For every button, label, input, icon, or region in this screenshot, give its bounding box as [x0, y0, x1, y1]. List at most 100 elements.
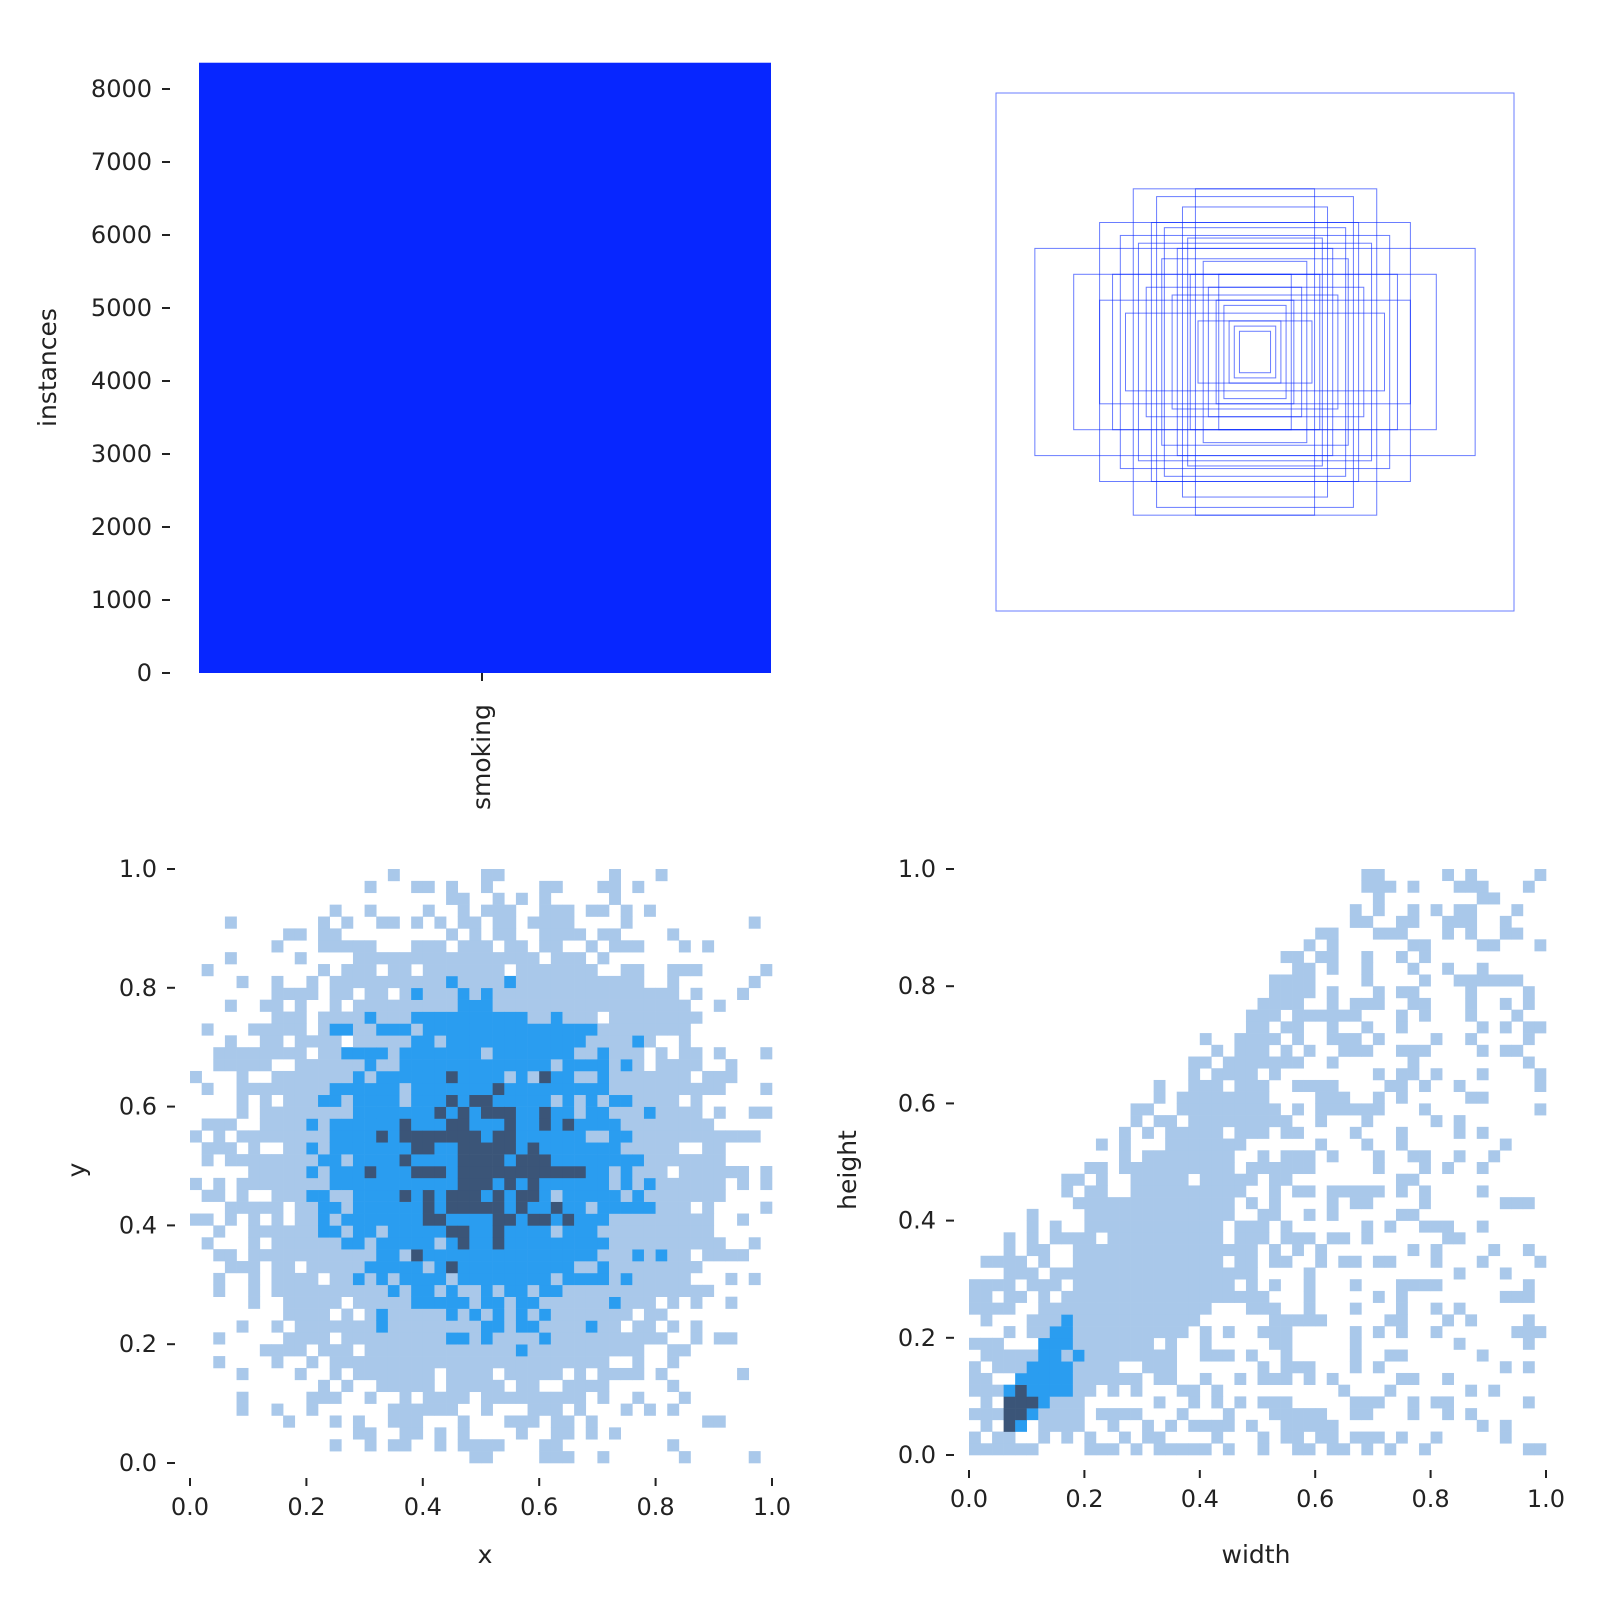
heatmap-cell: [411, 1130, 424, 1143]
heatmap-cell: [399, 1415, 412, 1428]
heatmap-cell: [1245, 1267, 1258, 1280]
heatmap-cell: [1188, 1115, 1201, 1128]
heatmap-cell: [1280, 997, 1293, 1010]
heatmap-cell: [364, 1249, 377, 1262]
heatmap-cell: [1326, 1079, 1339, 1092]
heatmap-cell: [283, 1011, 296, 1024]
heatmap-cell: [1107, 1314, 1120, 1327]
heatmap-cell: [1222, 1443, 1235, 1456]
heatmap-cell: [539, 999, 552, 1012]
heatmap-cell: [236, 1391, 249, 1404]
heatmap-cell: [481, 1106, 493, 1119]
heatmap-cell: [574, 1023, 587, 1036]
heatmap-cell: [1234, 1185, 1247, 1198]
heatmap-cell: [562, 975, 575, 989]
heatmap-cell: [1534, 939, 1547, 952]
wh-heatmap: 0.0 0.2 0.4 0.6 0.8 1.00.00.20.40.60.81.0: [898, 855, 1565, 1513]
heatmap-cell: [562, 1094, 575, 1107]
heatmap-cell: [655, 1070, 668, 1084]
heatmap-cell: [306, 1403, 319, 1416]
heatmap-cell: [306, 1154, 319, 1167]
heatmap-cell: [725, 1130, 738, 1143]
heatmap-cell: [411, 1403, 424, 1416]
heatmap-cell: [469, 928, 482, 941]
heatmap-cell: [1165, 1443, 1178, 1456]
heatmap-cell: [678, 1261, 691, 1274]
heatmap-cell: [1245, 1197, 1258, 1210]
heatmap-cell: [283, 1142, 296, 1155]
heatmap-cell: [1153, 1372, 1166, 1385]
heatmap-cell: [224, 1154, 237, 1167]
heatmap-cell: [376, 1142, 389, 1155]
heatmap-cell: [352, 1070, 365, 1084]
heatmap-cell: [504, 1094, 517, 1107]
heatmap-cell: [1442, 869, 1454, 882]
heatmap-cell: [318, 1059, 330, 1072]
heatmap-cell: [1061, 1173, 1074, 1186]
heatmap-cell: [632, 1118, 645, 1131]
heatmap-cell: [667, 1356, 680, 1369]
heatmap-cell: [457, 1379, 470, 1393]
heatmap-cell: [306, 1356, 319, 1369]
heatmap-cell: [1222, 1150, 1235, 1163]
heatmap-cell: [376, 1118, 389, 1131]
heatmap-cell: [515, 1166, 528, 1179]
heatmap-cell: [481, 1082, 493, 1096]
heatmap-cell: [434, 1142, 447, 1155]
heatmap-cell: [1430, 904, 1443, 917]
heatmap-cell: [1361, 1232, 1374, 1245]
heatmap-cell: [527, 1284, 540, 1297]
heatmap-cell: [492, 1201, 505, 1214]
heatmap-cell: [678, 1154, 691, 1167]
heatmap-cell: [1292, 1009, 1304, 1022]
heatmap-cell: [992, 1431, 1004, 1444]
heatmap-cell: [1372, 1150, 1385, 1163]
heatmap-cell: [1165, 1185, 1178, 1198]
heatmap-cell: [1119, 1255, 1131, 1268]
heatmap-cell: [1326, 1208, 1339, 1221]
heatmap-cell: [1211, 1126, 1224, 1139]
heatmap-cell: [469, 1344, 482, 1357]
heatmap-cell: [539, 1249, 552, 1262]
heatmap-cell: [248, 1272, 261, 1286]
heatmap-cell: [1419, 1185, 1431, 1198]
heatmap-cell: [574, 1261, 587, 1274]
heatmap-cell: [1234, 1232, 1247, 1245]
heatmap-cell: [259, 1118, 272, 1131]
heatmap-cell: [609, 1011, 621, 1024]
heatmap-cell: [1049, 1349, 1062, 1362]
heatmap-cell: [1107, 1279, 1120, 1292]
heatmap-cell: [620, 904, 633, 917]
heatmap-cell: [1465, 1408, 1478, 1421]
heatmap-cell: [515, 1059, 528, 1072]
heatmap-cell: [341, 1332, 354, 1345]
heatmap-cell: [1119, 1431, 1131, 1444]
heatmap-cell: [352, 1415, 365, 1428]
heatmap-cell: [1003, 1384, 1016, 1397]
heatmap-cell: [527, 1177, 540, 1191]
heatmap-cell: [387, 975, 400, 989]
heatmap-cell: [1465, 1384, 1478, 1397]
heatmap-cell: [504, 1118, 517, 1131]
heatmap-cell: [422, 1391, 435, 1404]
heatmap-cell: [457, 1213, 470, 1226]
heatmap-cell: [399, 1130, 412, 1143]
heatmap-cell: [609, 1177, 621, 1191]
heatmap-cell: [585, 1427, 598, 1440]
heatmap-cell: [457, 1130, 470, 1143]
heatmap-cell: [1534, 1021, 1547, 1034]
heatmap-cell: [655, 1094, 668, 1107]
heatmap-cell: [585, 1189, 598, 1202]
heatmap-cell: [1269, 1208, 1281, 1221]
heatmap-cell: [283, 1225, 296, 1238]
heatmap-cell: [1142, 1244, 1154, 1257]
heatmap-cell: [341, 1213, 354, 1226]
heatmap-cell: [434, 1296, 447, 1309]
heatmap-cell: [690, 1225, 703, 1238]
heatmap-cell: [1153, 1302, 1166, 1315]
heatmap-cell: [213, 1189, 226, 1202]
heatmap-cell: [1095, 1197, 1108, 1210]
heatmap-cell: [702, 940, 715, 953]
heatmap-cell: [364, 1011, 377, 1024]
heatmap-cell: [422, 1344, 435, 1357]
